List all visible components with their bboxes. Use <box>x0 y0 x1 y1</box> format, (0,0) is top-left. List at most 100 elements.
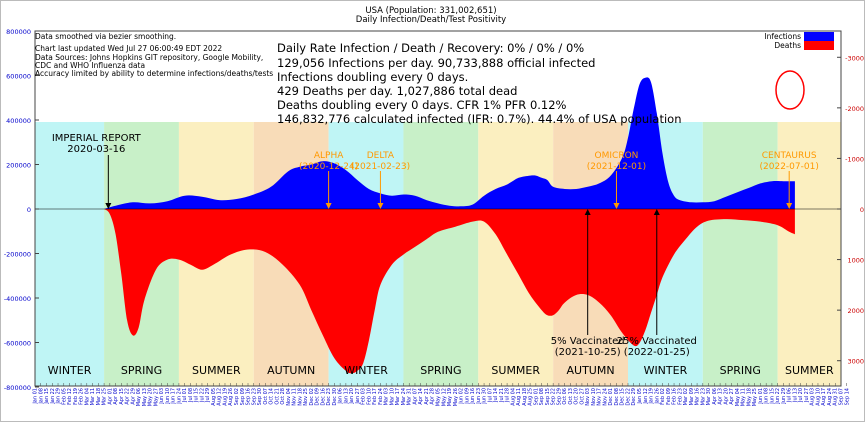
x-tick-label: Jun 16 <box>470 388 476 405</box>
x-tick-label: Sep 15 <box>545 388 551 405</box>
x-tick-label: Sep 29 <box>556 388 562 405</box>
annotation-label: 25% Vaccinated <box>617 336 697 347</box>
x-tick-label: Sep 02 <box>234 388 240 405</box>
stats-line-5: Deaths doubling every 0 days. CFR 1% PFR… <box>277 98 567 112</box>
x-tick-label: Mar 04 <box>84 388 90 405</box>
x-tick-label: May 05 <box>436 388 442 406</box>
annotation-arrowhead <box>105 203 112 209</box>
x-tick-label: May 13 <box>142 388 148 406</box>
x-tick-label: Jan 12 <box>643 388 649 405</box>
x-tick-label: Jun 30 <box>482 388 488 405</box>
x-tick-label: Feb 02 <box>660 388 666 405</box>
x-tick-label: Jan 29 <box>56 388 62 405</box>
annotation-label: CENTAURUS <box>762 151 817 161</box>
legend-infections-swatch <box>804 32 834 41</box>
x-tick-label: Sep 08 <box>539 388 545 405</box>
note-updated: Chart last updated Wed Jul 27 06:00:49 E… <box>35 44 222 53</box>
x-tick-label: May 19 <box>447 388 453 406</box>
x-tick-label: Aug 18 <box>522 388 528 406</box>
x-tick-label: Aug 04 <box>510 388 516 406</box>
x-tick-label: Apr 14 <box>418 388 424 405</box>
x-tick-label: Aug 26 <box>228 388 234 406</box>
annotation-arrowhead <box>653 209 660 215</box>
x-tick-label: Jun 17 <box>171 388 177 405</box>
x-tick-label: Feb 24 <box>378 388 384 405</box>
annotation-date: (2021-10-25) <box>555 347 621 358</box>
annotation-date: (2021-12-01) <box>587 162 646 172</box>
x-tick-label: Dec 01 <box>608 388 614 406</box>
x-tick-label: Mar 10 <box>389 388 395 405</box>
x-tick-label: Jul 13 <box>792 388 798 403</box>
x-tick-label: Mar 24 <box>401 388 407 405</box>
x-tick-label: Dec 16 <box>320 388 326 406</box>
annotation-label: ALPHA <box>314 151 344 161</box>
x-tick-label: Feb 10 <box>366 388 372 405</box>
x-tick-label: Jan 27 <box>355 388 361 405</box>
season-labels: WINTER SPRING SUMMER AUTUMN WINTER SPRING SUMM… <box>48 364 834 377</box>
stats-line-1: Daily Rate Infection / Death / Recovery:… <box>277 41 584 55</box>
x-tick-label: May 25 <box>752 388 758 406</box>
x-tick-label: Sep 23 <box>251 388 257 405</box>
x-tick-label: Jul 14 <box>493 388 499 403</box>
x-tick-label: Jun 09 <box>464 388 470 405</box>
x-tick-label: Sep 22 <box>551 388 557 405</box>
x-tick-label: Jun 10 <box>165 388 171 405</box>
season-label: WINTER <box>48 364 92 377</box>
x-tick-label: Jul 20 <box>798 388 804 403</box>
y-left-tick-label: -600000 <box>4 340 31 348</box>
x-tick-label: Aug 31 <box>833 388 839 406</box>
x-tick-label: Jun 03 <box>159 388 165 405</box>
x-tick-label: Mar 17 <box>395 388 401 405</box>
x-tick-label: Aug 11 <box>516 388 522 406</box>
y-right-tick-label: -2000 <box>845 105 864 113</box>
y-right-tick-label: -1000 <box>845 155 864 163</box>
annotation-date: (2022-01-25) <box>624 347 690 358</box>
legend-infections-label: Infections <box>764 32 801 41</box>
x-tick-label: Apr 06 <box>712 388 718 405</box>
x-tick-label: Oct 28 <box>280 388 286 405</box>
x-tick-label: Jan 01 <box>33 388 39 405</box>
x-tick-label: Apr 22 <box>125 388 131 405</box>
chart-subtitle: Daily Infection/Death/Test Positivity <box>356 15 506 25</box>
x-tick-label: Jul 21 <box>499 388 505 403</box>
note-sources-2: CDC and WHO Influenza data <box>35 61 145 70</box>
x-tick-label: Dec 23 <box>326 388 332 406</box>
x-tick-label: Jul 07 <box>487 388 493 403</box>
x-tick-label: Jan 05 <box>637 388 643 405</box>
note-sources-1: Data Sources: Johns Hopkins GIT reposito… <box>35 53 263 62</box>
y-left-tick-label: 200000 <box>6 162 31 170</box>
season-label: SPRING <box>121 364 162 377</box>
annotation-date: (2020-12-24) <box>299 162 358 172</box>
x-tick-label: Mar 31 <box>407 388 413 405</box>
x-tick-label: May 04 <box>735 388 741 406</box>
x-tick-label: Aug 17 <box>821 388 827 406</box>
stats-line-4: 429 Deaths per day. 1,027,886 total dead <box>277 84 517 98</box>
x-tick-label: Dec 29 <box>631 388 637 406</box>
x-tick-label: Aug 25 <box>528 388 534 406</box>
season-label: SPRING <box>720 364 761 377</box>
legend: Infections Deaths <box>764 32 834 50</box>
season-band-winter <box>35 122 105 386</box>
annotation-label: DELTA <box>367 151 395 161</box>
x-tick-label: Jul 27 <box>804 388 810 403</box>
y-left-tick-label: -800000 <box>4 384 31 392</box>
x-tick-label: Feb 05 <box>61 388 67 405</box>
x-tick-label: May 12 <box>441 388 447 406</box>
annotation-date: (2021-02-23) <box>351 162 410 172</box>
x-tick-label: Jan 19 <box>649 388 655 405</box>
x-tick-label: Dec 02 <box>309 388 315 406</box>
x-tick-label: Jul 28 <box>505 388 511 403</box>
annotation-arrowhead <box>786 203 793 209</box>
x-tick-label: Jun 24 <box>176 388 182 405</box>
season-label: SPRING <box>420 364 461 377</box>
x-tick-label: Sep 14 <box>844 388 850 405</box>
x-tick-label: Nov 03 <box>585 388 591 406</box>
x-tick-label: Aug 12 <box>217 388 223 406</box>
series-areas <box>104 77 795 374</box>
x-tick-label: Feb 09 <box>666 388 672 405</box>
y-left-tick-label: -200000 <box>4 251 31 259</box>
season-label: WINTER <box>344 364 388 377</box>
x-tick-label: Jul 22 <box>200 388 206 403</box>
y-axis-right: -3000 -2000 -1000 0 1000 2000 3000 <box>837 54 864 366</box>
